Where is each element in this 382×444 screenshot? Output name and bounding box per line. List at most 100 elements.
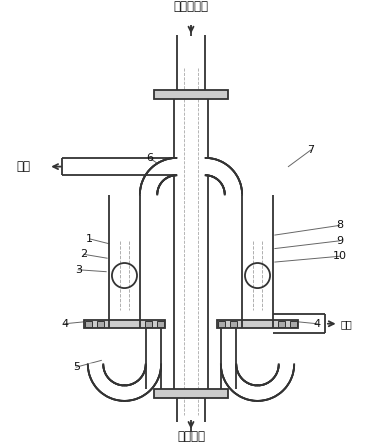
Polygon shape	[158, 162, 168, 178]
Polygon shape	[223, 180, 240, 188]
Text: 5: 5	[73, 362, 80, 372]
Polygon shape	[105, 382, 114, 396]
Polygon shape	[88, 365, 104, 368]
Polygon shape	[142, 375, 156, 385]
Polygon shape	[225, 189, 242, 192]
Polygon shape	[146, 364, 161, 366]
Polygon shape	[245, 384, 251, 399]
Polygon shape	[147, 171, 162, 183]
Polygon shape	[123, 385, 125, 401]
Polygon shape	[121, 385, 124, 401]
Polygon shape	[142, 180, 159, 188]
Polygon shape	[221, 173, 236, 184]
Polygon shape	[120, 385, 123, 401]
Polygon shape	[277, 371, 292, 377]
Polygon shape	[241, 383, 249, 398]
Polygon shape	[173, 158, 176, 175]
Polygon shape	[140, 378, 153, 389]
Polygon shape	[138, 380, 150, 392]
Polygon shape	[140, 193, 157, 194]
Polygon shape	[145, 175, 160, 185]
Polygon shape	[138, 380, 149, 393]
Polygon shape	[146, 174, 161, 184]
Polygon shape	[151, 167, 164, 181]
Polygon shape	[210, 159, 216, 176]
Polygon shape	[131, 384, 137, 399]
Polygon shape	[223, 372, 238, 379]
Polygon shape	[146, 365, 161, 368]
Polygon shape	[108, 383, 116, 398]
Text: 7: 7	[307, 145, 314, 155]
Polygon shape	[143, 178, 159, 186]
Polygon shape	[219, 169, 233, 182]
Polygon shape	[141, 184, 158, 190]
Text: 8: 8	[336, 220, 343, 230]
Polygon shape	[141, 186, 158, 191]
Polygon shape	[213, 161, 221, 177]
Polygon shape	[265, 384, 272, 399]
Polygon shape	[225, 190, 242, 193]
Polygon shape	[278, 368, 294, 372]
Polygon shape	[274, 377, 287, 388]
Polygon shape	[224, 183, 241, 189]
Polygon shape	[160, 162, 168, 178]
Polygon shape	[227, 376, 241, 386]
Bar	[86, 321, 92, 327]
Bar	[145, 321, 152, 327]
Polygon shape	[92, 374, 106, 383]
Polygon shape	[144, 372, 159, 379]
Polygon shape	[140, 187, 158, 191]
Polygon shape	[128, 385, 133, 400]
Polygon shape	[149, 169, 163, 182]
Polygon shape	[232, 380, 244, 392]
Polygon shape	[144, 371, 159, 377]
Polygon shape	[266, 383, 274, 398]
Polygon shape	[153, 165, 165, 180]
Polygon shape	[212, 160, 219, 177]
Polygon shape	[222, 370, 237, 376]
Polygon shape	[249, 385, 254, 400]
Polygon shape	[278, 369, 293, 374]
Polygon shape	[99, 380, 110, 392]
Polygon shape	[140, 190, 157, 193]
Polygon shape	[272, 379, 285, 390]
Polygon shape	[134, 383, 142, 397]
Polygon shape	[261, 385, 264, 400]
Polygon shape	[221, 364, 236, 366]
Polygon shape	[278, 370, 293, 376]
Polygon shape	[141, 183, 158, 189]
Polygon shape	[262, 385, 268, 400]
Polygon shape	[247, 385, 253, 400]
Polygon shape	[224, 187, 242, 191]
Bar	[217, 320, 298, 328]
Polygon shape	[148, 170, 162, 182]
Polygon shape	[209, 159, 214, 176]
Polygon shape	[208, 158, 211, 175]
Polygon shape	[143, 373, 158, 381]
Text: 1: 1	[86, 234, 93, 244]
Text: 3: 3	[75, 265, 82, 275]
Polygon shape	[114, 385, 120, 400]
Polygon shape	[157, 163, 167, 178]
Polygon shape	[261, 385, 266, 400]
Text: 排气: 排气	[16, 160, 31, 173]
Polygon shape	[96, 378, 109, 389]
Polygon shape	[236, 381, 246, 395]
Polygon shape	[211, 159, 217, 176]
Polygon shape	[116, 385, 121, 400]
Polygon shape	[100, 380, 112, 393]
Polygon shape	[224, 186, 241, 191]
Polygon shape	[225, 192, 242, 194]
Polygon shape	[270, 380, 282, 393]
Polygon shape	[104, 381, 113, 395]
Polygon shape	[275, 375, 289, 385]
Polygon shape	[272, 380, 283, 392]
Polygon shape	[141, 377, 154, 388]
Text: 2: 2	[81, 250, 87, 259]
Polygon shape	[223, 371, 238, 377]
Polygon shape	[251, 385, 255, 400]
Polygon shape	[161, 161, 169, 177]
Polygon shape	[270, 381, 280, 394]
Polygon shape	[89, 370, 104, 376]
Text: 4: 4	[61, 319, 68, 329]
